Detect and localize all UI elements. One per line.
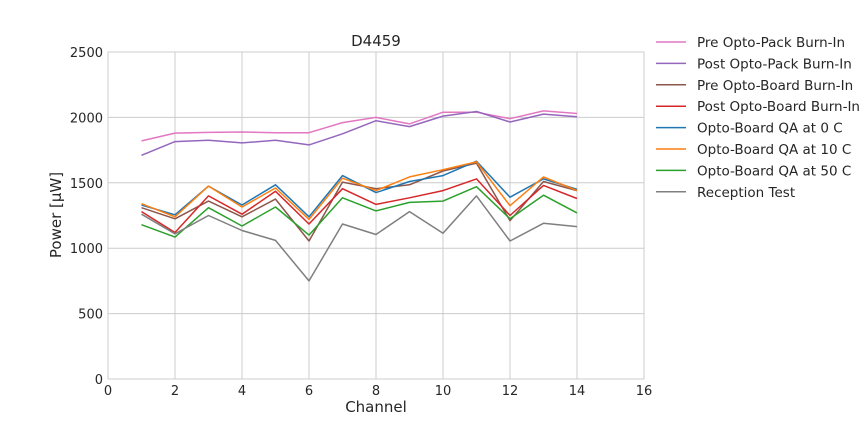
- legend-label: Post Opto-Pack Burn-In: [697, 56, 852, 72]
- legend: Pre Opto-Pack Burn-In Post Opto-Pack Burn…: [656, 35, 860, 201]
- chart-title: D4459: [351, 32, 401, 50]
- y-tick-label: 1500: [70, 177, 103, 192]
- x-axis-label: Channel: [345, 398, 407, 416]
- x-tick-label: 8: [372, 384, 380, 399]
- legend-label: Post Opto-Board Burn-In: [697, 99, 860, 115]
- plot-frame: [107, 51, 645, 380]
- y-tick-label: 500: [78, 308, 103, 323]
- x-tick-label: 6: [305, 384, 313, 399]
- x-tick-label: 10: [435, 384, 452, 399]
- legend-label: Opto-Board QA at 50 C: [697, 163, 851, 179]
- legend-label: Pre Opto-Board Burn-In: [697, 78, 853, 94]
- series-line: [141, 185, 578, 238]
- legend-label: Pre Opto-Pack Burn-In: [697, 35, 845, 51]
- y-tick-label: 0: [95, 373, 103, 388]
- series-lines: [141, 110, 578, 282]
- legend-label: Opto-Board QA at 0 C: [697, 121, 843, 137]
- x-tick-label: 2: [171, 384, 179, 399]
- x-tick-label: 4: [238, 384, 246, 399]
- x-tick-labels: 0 2 4 6 8 10 12 14 16: [104, 384, 652, 399]
- y-tick-label: 2000: [70, 111, 103, 126]
- series-line: [141, 178, 578, 234]
- series-line: [141, 162, 578, 242]
- y-tick-labels: 0 500 1000 1500 2000 2500: [70, 46, 103, 388]
- y-axis-label: Power [μW]: [47, 172, 65, 258]
- series-line: [141, 195, 578, 282]
- y-tick-label: 1000: [70, 242, 103, 257]
- legend-label: Opto-Board QA at 10 C: [697, 142, 851, 158]
- series-line: [141, 110, 578, 156]
- x-tick-label: 16: [636, 384, 653, 399]
- legend-label: Reception Test: [697, 185, 795, 201]
- x-tick-label: 12: [502, 384, 519, 399]
- y-tick-label: 2500: [70, 46, 103, 61]
- x-tick-label: 14: [569, 384, 586, 399]
- x-tick-label: 0: [104, 384, 112, 399]
- series-line: [141, 161, 578, 221]
- series-line: [141, 110, 578, 142]
